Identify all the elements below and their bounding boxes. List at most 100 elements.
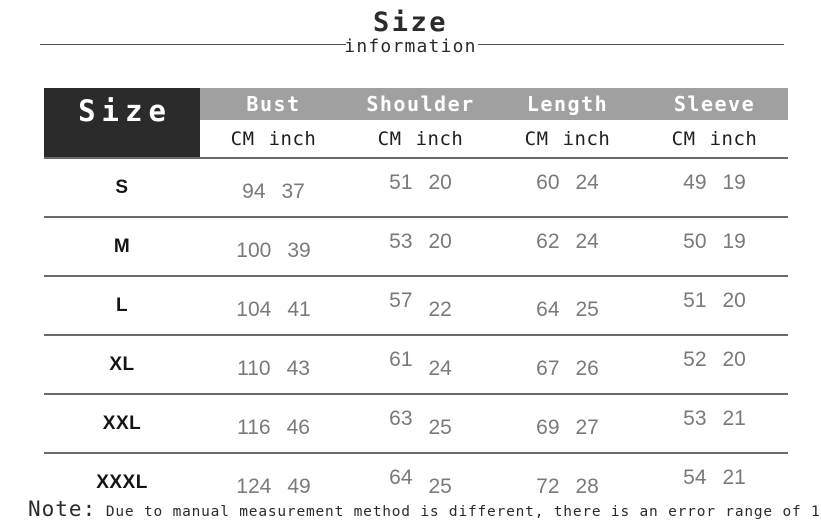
cell-group-length: 62 24	[494, 218, 641, 275]
footer-note: Note: Due to manual measurement method i…	[28, 497, 821, 521]
cell-value: 26	[575, 356, 599, 380]
cell-group-sleeve: 50 19	[641, 218, 788, 275]
cell-group-shoulder: 51 20	[347, 159, 494, 216]
unit-inch-length: inch	[562, 127, 611, 150]
group-title-band: Bust Shoulder Length Sleeve	[200, 88, 788, 120]
column-group-bust: Bust	[246, 92, 301, 116]
cell-value: 21	[722, 465, 746, 489]
row-size-label: M	[113, 235, 131, 257]
unit-cm-sleeve: CM	[671, 127, 696, 150]
cell-value: 24	[575, 229, 599, 253]
column-group-length: Length	[526, 92, 609, 116]
cell-value: 116	[237, 415, 271, 439]
unit-cm-length: CM	[524, 127, 549, 150]
cell-group-length: 69 27	[494, 395, 641, 452]
cell-value: 25	[575, 297, 599, 321]
cell-value: 24	[575, 170, 599, 194]
cell-value: 53	[683, 406, 707, 430]
cell-value: 104	[236, 297, 272, 321]
page-title: Size	[372, 7, 449, 38]
title-rule-left	[40, 44, 346, 45]
cell-value: 25	[428, 474, 452, 498]
row-values: 104 41 57 22 64 25 51 20	[200, 277, 788, 334]
cell-value: 61	[389, 347, 413, 371]
cell-group-shoulder: 63 25	[347, 395, 494, 452]
row-size-label: XL	[109, 353, 135, 375]
unit-inch-shoulder: inch	[415, 127, 464, 150]
cell-group-bust: 100 39	[200, 218, 347, 275]
row-size-label: S	[115, 176, 129, 198]
cell-value: 50	[683, 229, 707, 253]
table-header-units: Size CM inch CM inch CM inch CM inch	[44, 94, 788, 159]
cell-value: 100	[236, 238, 272, 262]
row-values: 124 49 64 25 72 28 54 21	[200, 454, 788, 511]
cell-value: 67	[536, 356, 560, 380]
cell-value: 64	[536, 297, 560, 321]
cell-value: 27	[575, 415, 599, 439]
cell-value: 20	[428, 229, 452, 253]
note-text: Due to manual measurement method is diff…	[105, 504, 821, 520]
cell-value: 25	[428, 415, 452, 439]
cell-value: 69	[536, 415, 560, 439]
cell-group-bust: 104 41	[200, 277, 347, 334]
cell-value: 49	[287, 474, 311, 498]
corner-cell-top	[44, 88, 200, 120]
cell-group-sleeve: 52 20	[641, 336, 788, 393]
cell-group-bust: 110 43	[200, 336, 347, 393]
table-row: S 94 37 51 20 60 24 49 19	[44, 159, 788, 218]
cell-group-bust: 94 37	[200, 159, 347, 216]
cell-value: 20	[722, 288, 746, 312]
cell-group-shoulder: 57 22	[347, 277, 494, 334]
row-values: 116 46 63 25 69 27 53 21	[200, 395, 788, 452]
row-values: 110 43 61 24 67 26 52 20	[200, 336, 788, 393]
cell-value: 62	[536, 229, 560, 253]
table-row: L 104 41 57 22 64 25 51 20	[44, 277, 788, 336]
cell-value: 124	[236, 474, 272, 498]
cell-value: 19	[722, 170, 746, 194]
cell-value: 53	[389, 229, 413, 253]
cell-value: 43	[286, 356, 310, 380]
cell-value: 94	[242, 179, 266, 203]
cell-value: 49	[683, 170, 707, 194]
cell-group-bust: 124 49	[200, 454, 347, 511]
table-row: XL 110 43 61 24 67 26 52 20	[44, 336, 788, 395]
table-row: XXXL 124 49 64 25 72 28 54 21	[44, 454, 788, 511]
row-values: 100 39 53 20 62 24 50 19	[200, 218, 788, 275]
cell-group-shoulder: 61 24	[347, 336, 494, 393]
cell-group-length: 64 25	[494, 277, 641, 334]
cell-value: 19	[722, 229, 746, 253]
column-group-shoulder: Shoulder	[366, 92, 475, 116]
cell-group-sleeve: 53 21	[641, 395, 788, 452]
unit-group-shoulder: CM inch	[347, 120, 494, 157]
row-size-label: XXL	[102, 412, 142, 434]
cell-value: 28	[575, 474, 599, 498]
cell-value: 39	[287, 238, 311, 262]
table-header-groups: Bust Shoulder Length Sleeve	[44, 88, 788, 120]
cell-value: 46	[286, 415, 310, 439]
cell-group-sleeve: 51 20	[641, 277, 788, 334]
table-row: XXL 116 46 63 25 69 27 53 21	[44, 395, 788, 454]
cell-value: 51	[389, 170, 413, 194]
page-header: Size information	[0, 0, 821, 68]
cell-value: 41	[287, 297, 311, 321]
cell-group-bust: 116 46	[200, 395, 347, 452]
cell-group-length: 72 28	[494, 454, 641, 511]
cell-value: 60	[536, 170, 560, 194]
cell-value: 21	[722, 406, 746, 430]
table-row: M 100 39 53 20 62 24 50 19	[44, 218, 788, 277]
cell-value: 22	[428, 297, 452, 321]
cell-group-length: 67 26	[494, 336, 641, 393]
unit-inch-sleeve: inch	[709, 127, 758, 150]
unit-group-sleeve: CM inch	[641, 120, 788, 157]
row-size-label: XXXL	[96, 471, 148, 493]
cell-value: 110	[237, 356, 271, 380]
column-group-sleeve: Sleeve	[673, 92, 756, 116]
corner-cell-size: Size	[44, 94, 200, 157]
cell-value: 20	[722, 347, 746, 371]
cell-value: 37	[281, 179, 305, 203]
cell-group-sleeve: 49 19	[641, 159, 788, 216]
note-label: Note:	[28, 497, 97, 521]
unit-inch-bust: inch	[268, 127, 317, 150]
cell-value: 24	[428, 356, 452, 380]
unit-group-length: CM inch	[494, 120, 641, 157]
